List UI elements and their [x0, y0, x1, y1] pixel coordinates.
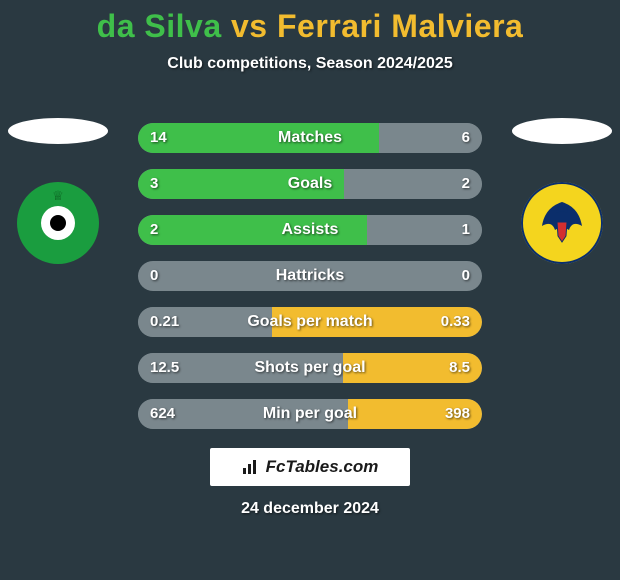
stat-label: Goals: [138, 169, 482, 199]
stats-area: 146Matches 32Goals 21Assists 00Hattricks 0.2…: [138, 123, 482, 445]
bar-chart-icon: [242, 458, 260, 476]
club-badge-left: ♕: [17, 182, 99, 264]
stat-label: Shots per goal: [138, 353, 482, 383]
player-right-silhouette: [512, 118, 612, 144]
stvv-eagle-icon: STVV: [535, 196, 589, 250]
stat-label: Goals per match: [138, 307, 482, 337]
stat-label: Min per goal: [138, 399, 482, 429]
title-left-name: da Silva: [97, 8, 222, 44]
stat-row: 32Goals: [138, 169, 482, 199]
stat-row: 0.210.33Goals per match: [138, 307, 482, 337]
stat-row: 624398Min per goal: [138, 399, 482, 429]
svg-text:STVV: STVV: [555, 206, 569, 212]
player-left-silhouette: [8, 118, 108, 144]
stat-row: 146Matches: [138, 123, 482, 153]
stat-row: 12.58.5Shots per goal: [138, 353, 482, 383]
fctables-text: FcTables.com: [266, 457, 379, 477]
stat-row: 21Assists: [138, 215, 482, 245]
player-left-column: ♕: [8, 118, 108, 264]
title-right-name: Ferrari Malviera: [277, 8, 523, 44]
fctables-logo: FcTables.com: [210, 448, 410, 486]
stat-label: Assists: [138, 215, 482, 245]
comparison-infographic: { "title": { "left_name": "da Silva", "v…: [0, 0, 620, 580]
crown-icon: ♕: [52, 188, 64, 204]
comparison-title: da Silva vs Ferrari Malviera: [0, 0, 620, 45]
subtitle: Club competitions, Season 2024/2025: [0, 55, 620, 73]
stat-label: Hattricks: [138, 261, 482, 291]
player-right-column: STVV: [512, 118, 612, 264]
cercle-ball-icon: [41, 206, 75, 240]
stat-label: Matches: [138, 123, 482, 153]
stat-row: 00Hattricks: [138, 261, 482, 291]
title-vs: vs: [222, 8, 277, 44]
date-line: 24 december 2024: [0, 500, 620, 518]
club-badge-right: STVV: [521, 182, 603, 264]
